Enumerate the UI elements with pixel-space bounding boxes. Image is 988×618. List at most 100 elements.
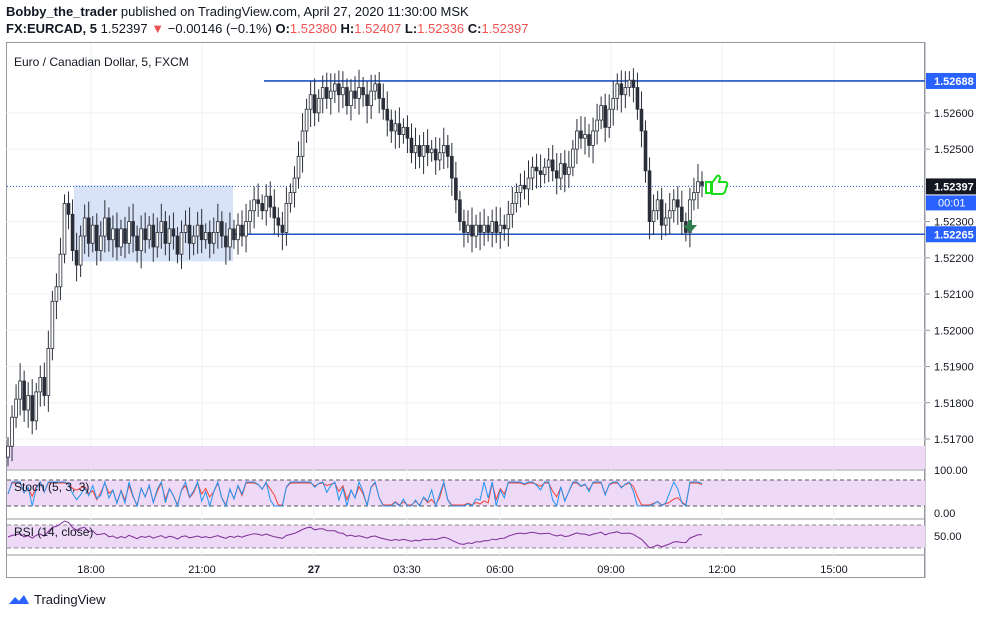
candle-body <box>655 199 660 212</box>
candle-body <box>389 119 394 132</box>
x-tick-label: 09:00 <box>597 564 625 576</box>
y-tick-label: 1.52600 <box>934 108 974 120</box>
x-tick-label: 21:00 <box>188 564 216 576</box>
candle-body <box>373 83 377 92</box>
candle-body <box>486 224 490 233</box>
candle-body <box>607 108 611 128</box>
candle-body <box>478 224 482 233</box>
candle-body <box>441 145 446 154</box>
ohlc-header: FX:EURCAD, 5 1.52397 ▼ −0.00146 (−0.1%) … <box>6 21 529 36</box>
candle-body <box>22 380 26 411</box>
candle-body <box>216 221 220 233</box>
candle-body <box>381 97 386 110</box>
y-tick-label: 1.52100 <box>934 289 974 301</box>
high-value: 1.52407 <box>354 21 402 36</box>
candle-body <box>333 83 337 92</box>
candle-body <box>526 177 531 190</box>
candle-body <box>554 170 559 179</box>
candle-body <box>446 145 450 157</box>
stoch-k-line <box>7 480 703 508</box>
x-tick-label: 27 <box>308 564 320 576</box>
candle-body <box>405 126 410 139</box>
candle-body <box>163 221 168 244</box>
candle-body <box>107 217 111 241</box>
candle-body <box>62 203 67 255</box>
level-lines[interactable] <box>7 80 925 236</box>
candle-body <box>284 203 289 233</box>
time-axis[interactable]: 18:00 21:00 27 03:30 06:00 09:00 12:00 15:00 <box>77 564 848 576</box>
candle-body <box>46 348 51 396</box>
candle-body <box>86 217 91 244</box>
indicator-lines <box>7 480 703 549</box>
candle-body <box>635 87 640 110</box>
y-tick-label: 1.52000 <box>934 325 974 337</box>
candle-body <box>280 224 285 233</box>
stoch-tick-label: 0.00 <box>934 508 955 520</box>
candle-body <box>365 94 369 107</box>
y-tick-label: 1.52300 <box>934 217 974 229</box>
candle-body <box>437 152 442 161</box>
stoch-label: Stoch (5, 3, 3) <box>14 480 89 494</box>
candle-body <box>627 79 632 88</box>
candle-body <box>30 395 35 422</box>
candle-body <box>591 130 595 146</box>
candle-body <box>199 224 204 241</box>
candle-body <box>397 123 402 135</box>
candle-body <box>94 224 99 251</box>
candle-body <box>292 177 297 193</box>
candle-body <box>244 221 248 237</box>
low-label: L: <box>404 21 418 36</box>
candle-body <box>530 166 535 179</box>
candle-body <box>651 210 656 222</box>
price-axis[interactable]: 1.52600 1.52500 1.52300 1.52200 1.52100 1.520… <box>925 72 976 543</box>
candle-body <box>595 119 599 132</box>
x-tick-label: 15:00 <box>820 564 848 576</box>
candle-body <box>159 221 164 233</box>
candle-body <box>417 145 422 157</box>
candle-body <box>409 137 414 154</box>
candle-body <box>583 134 587 139</box>
candle-body <box>385 108 390 121</box>
candle-body <box>671 199 676 212</box>
candle-body <box>538 170 543 175</box>
x-tick-label: 03:30 <box>393 564 421 576</box>
candle-body <box>393 123 398 132</box>
candle-body <box>167 228 172 244</box>
stoch-tick-label: 100.00 <box>934 465 968 477</box>
rsi-band <box>7 525 925 548</box>
rsi-line <box>7 520 702 549</box>
candle-body <box>550 159 555 172</box>
candle-body <box>680 206 684 222</box>
candle-body <box>611 97 616 110</box>
candle-body <box>187 224 192 244</box>
candle-body <box>38 377 43 393</box>
candle-body <box>353 90 357 99</box>
candle-body <box>542 166 547 175</box>
candle-body <box>413 145 418 154</box>
published-info: published on TradingView.com, April 27, … <box>120 4 469 19</box>
countdown-label-bg <box>926 195 976 211</box>
candle-body <box>575 130 579 150</box>
candle-body <box>18 380 22 400</box>
candle-body <box>236 224 240 241</box>
stoch-band <box>7 480 925 506</box>
candle-body <box>179 232 184 255</box>
candle-body <box>337 83 341 96</box>
candle-body <box>143 228 147 241</box>
candle-body <box>264 195 269 212</box>
low-value: 1.52336 <box>417 21 465 36</box>
x-tick-label: 12:00 <box>708 564 736 576</box>
candle-body <box>696 181 700 193</box>
candle-body <box>312 94 317 114</box>
tradingview-logo[interactable]: TradingView <box>8 592 106 607</box>
candle-body <box>139 228 143 251</box>
author-name[interactable]: Bobby_the_trader <box>6 4 118 19</box>
open-label: O: <box>275 21 290 36</box>
candle-body <box>123 228 127 244</box>
candle-body <box>482 224 486 233</box>
candle-body <box>377 83 382 99</box>
candle-body <box>127 221 131 244</box>
candle-body <box>510 203 515 215</box>
candle-body <box>647 170 652 222</box>
